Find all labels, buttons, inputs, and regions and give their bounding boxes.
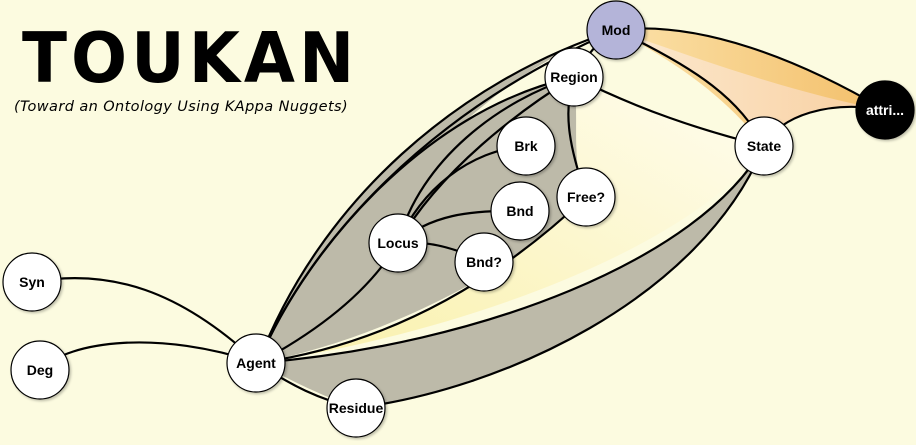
edge-agent-region: [256, 75, 575, 364]
node-syn[interactable]: Syn: [2, 252, 62, 312]
node-deg[interactable]: Deg: [10, 340, 70, 400]
edge-agent-free: [257, 196, 587, 365]
node-label: Mod: [602, 22, 631, 38]
node-residue[interactable]: Residue: [326, 378, 386, 438]
node-label: Syn: [19, 274, 45, 290]
node-mod[interactable]: Mod: [586, 0, 646, 60]
node-region[interactable]: Region: [544, 47, 604, 107]
node-label: State: [747, 138, 781, 154]
node-label: Brk: [514, 138, 538, 154]
edge-syn-agent: [31, 276, 259, 364]
edge-deg-agent: [39, 341, 259, 371]
node-bndq[interactable]: Bnd?: [454, 232, 514, 292]
node-state[interactable]: State: [734, 116, 794, 176]
peach-region: [616, 30, 885, 146]
node-label: Bnd: [506, 203, 533, 219]
edge-mod-attri: [615, 27, 886, 111]
edge-agent-mod-outer: [256, 28, 617, 364]
page-subtitle: (Toward an Ontology Using KAppa Nuggets): [14, 99, 349, 115]
page-title: TOUKAN: [22, 18, 359, 99]
node-label: Bnd?: [466, 254, 502, 270]
yellow-region: [258, 77, 764, 363]
node-attri[interactable]: attri...: [855, 80, 915, 140]
node-label: attri...: [866, 102, 904, 118]
edge-residue-state: [355, 145, 766, 410]
node-label: Free?: [567, 189, 605, 205]
node-locus[interactable]: Locus: [368, 213, 428, 273]
node-label: Deg: [27, 362, 53, 378]
node-bnd[interactable]: Bnd: [490, 181, 550, 241]
node-label: Locus: [377, 235, 418, 251]
edge-agent-state: [257, 145, 765, 365]
node-free[interactable]: Free?: [556, 167, 616, 227]
node-label: Residue: [329, 400, 384, 416]
node-label: Agent: [236, 355, 276, 371]
node-agent[interactable]: Agent: [226, 333, 286, 393]
node-label: Region: [550, 69, 597, 85]
node-brk[interactable]: Brk: [496, 116, 556, 176]
edge-locus-region: [396, 75, 575, 244]
